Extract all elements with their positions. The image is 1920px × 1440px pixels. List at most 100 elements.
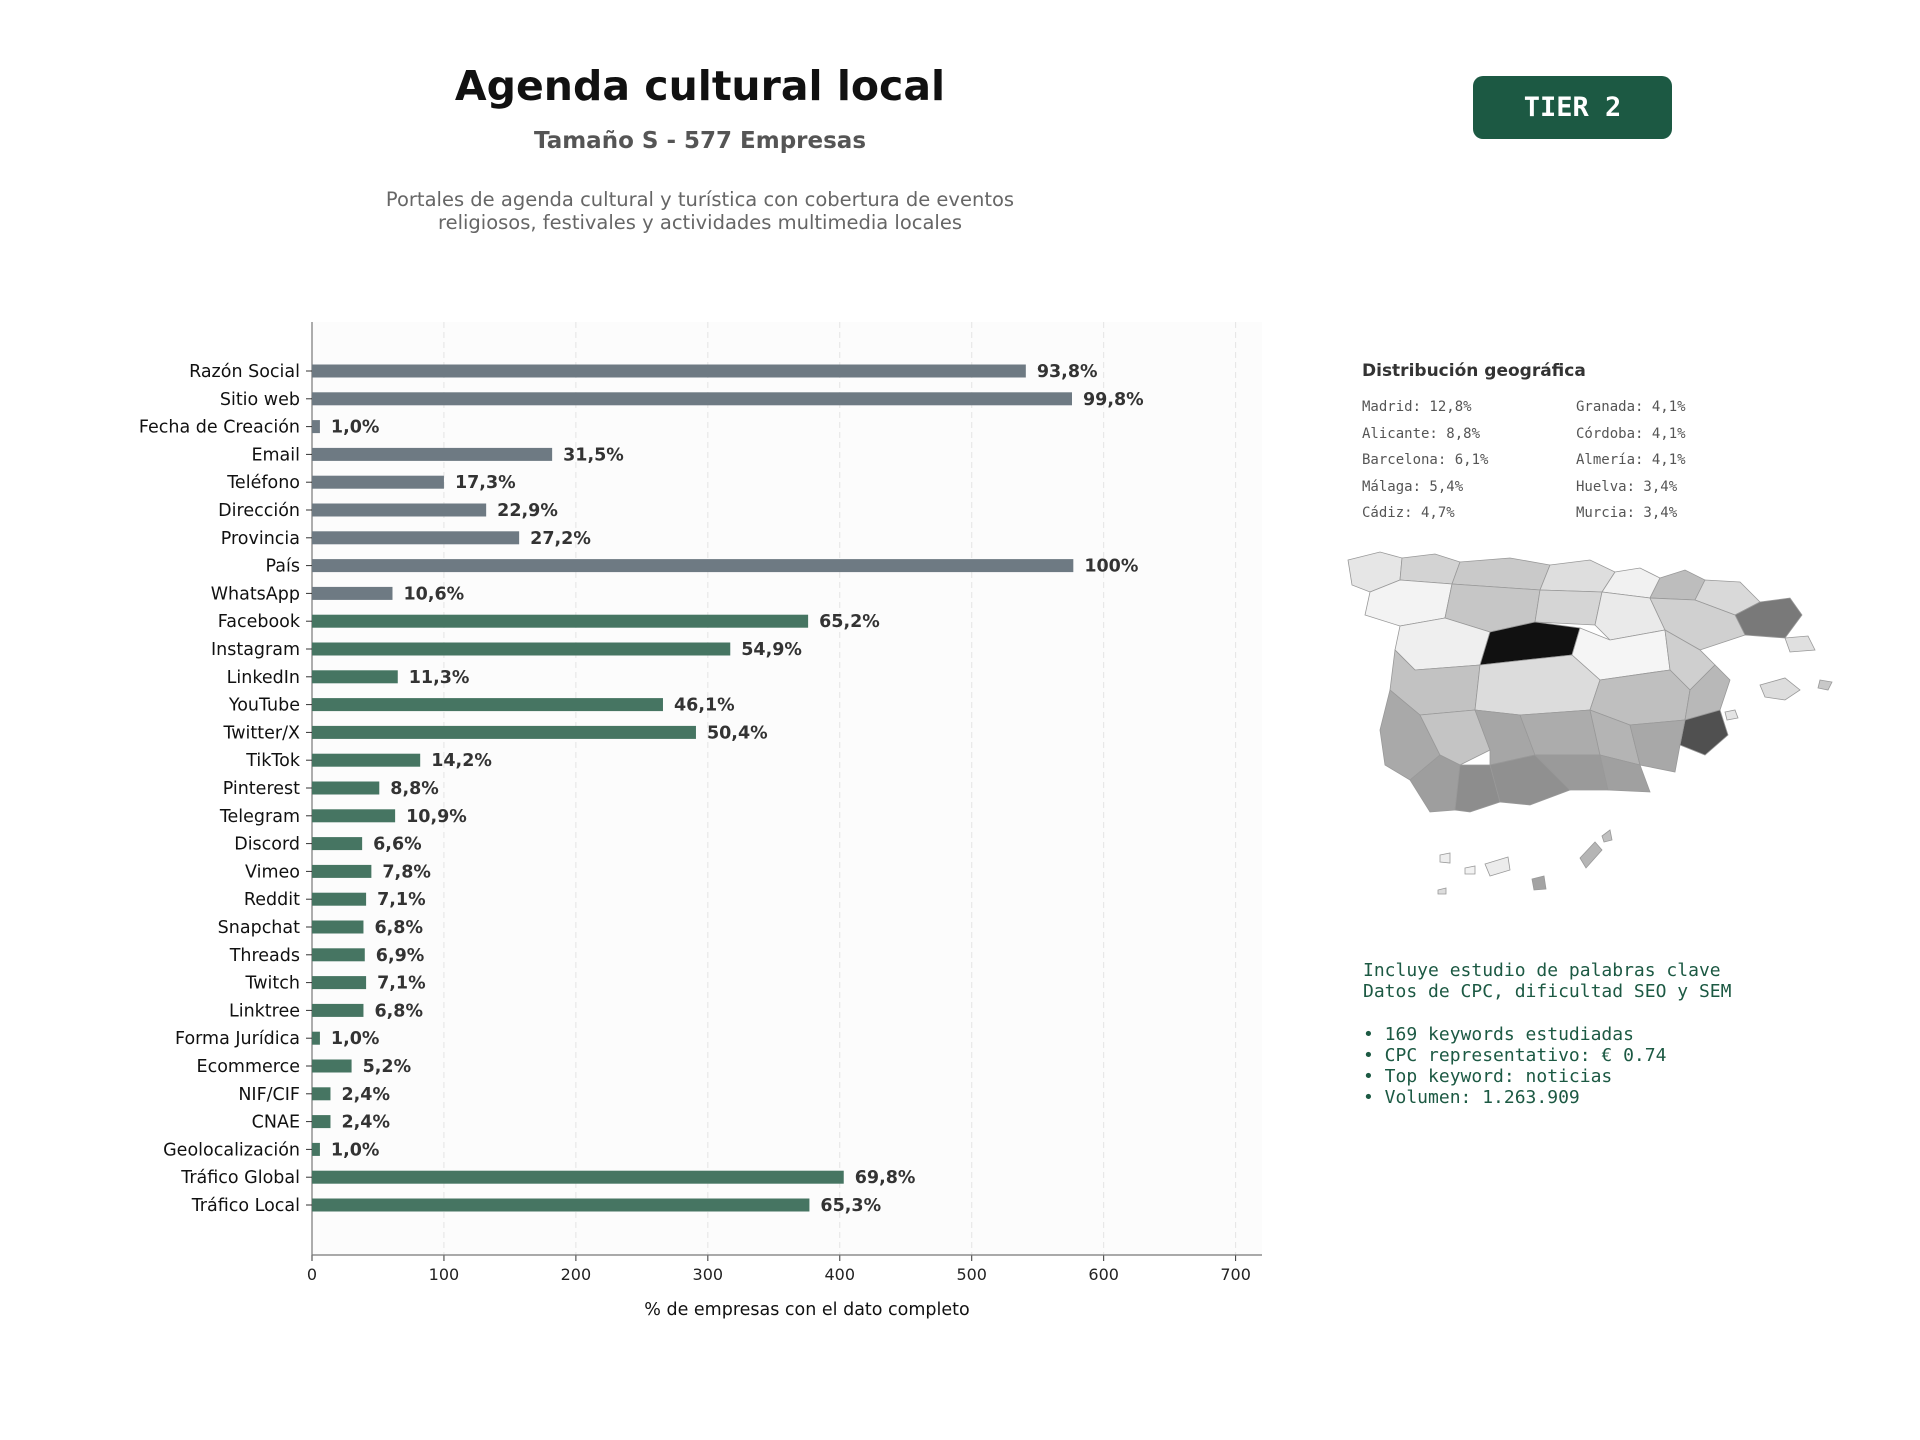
bar [312, 976, 367, 990]
data-label: 6,6% [373, 835, 422, 855]
category-label: Threads [229, 946, 300, 966]
bar [312, 1031, 320, 1045]
category-label: Dirección [218, 501, 300, 521]
x-tick-label: 400 [825, 1265, 856, 1284]
bar [312, 447, 553, 461]
bar [312, 1003, 364, 1017]
bar [312, 809, 396, 823]
data-label: 93,8% [1037, 362, 1098, 382]
map-region [1539, 559, 1616, 593]
geo-item: Cádiz: 4,7% [1362, 505, 1455, 521]
bar [312, 948, 365, 962]
geo-title: Distribución geográfica [1362, 361, 1586, 381]
bar [312, 920, 364, 934]
page-title: Agenda cultural local [454, 62, 946, 110]
data-label: 27,2% [530, 529, 591, 549]
bar [312, 420, 320, 434]
bar [312, 559, 1074, 573]
data-label: 6,8% [374, 918, 423, 938]
map-region [1484, 856, 1511, 877]
bar [312, 1198, 810, 1212]
data-label: 6,8% [374, 1001, 423, 1021]
bar [312, 1142, 320, 1156]
map-region [1454, 764, 1501, 813]
keywords-line: • CPC representativo: € 0.74 [1363, 1044, 1667, 1066]
geo-distribution-list: Madrid: 12,8% Granada: 4,1% Alicante: 8,… [1362, 398, 1742, 523]
bar [312, 531, 520, 545]
bar [312, 753, 421, 767]
category-label: Provincia [221, 529, 300, 549]
category-label: Instagram [211, 640, 300, 660]
data-label: 1,0% [331, 1029, 380, 1049]
data-label: 10,6% [403, 584, 464, 604]
map-region [1531, 875, 1547, 891]
category-label: TikTok [245, 751, 301, 771]
category-label: Fecha de Creación [139, 418, 300, 438]
category-label: Telegram [219, 807, 300, 827]
data-label: 17,3% [455, 473, 516, 493]
category-label: Vimeo [245, 862, 300, 882]
keywords-line: • Top keyword: noticias [1363, 1065, 1613, 1087]
bar [312, 1115, 331, 1129]
geo-item: Alicante: 8,8% [1362, 425, 1481, 442]
data-label: 50,4% [707, 723, 768, 743]
geo-item: Córdoba: 4,1% [1576, 425, 1686, 442]
category-label: País [266, 557, 300, 577]
category-label: YouTube [228, 696, 300, 716]
map-region [1817, 679, 1833, 691]
bar [312, 725, 696, 739]
page-description: Portales de agenda cultural y turística … [200, 188, 1200, 234]
map-region [1579, 841, 1603, 869]
keywords-line: Incluye estudio de palabras clave [1363, 960, 1721, 981]
map-region [1684, 664, 1731, 721]
data-label: 2,4% [341, 1085, 390, 1105]
category-label: WhatsApp [211, 584, 300, 604]
geo-item: Murcia: 3,4% [1576, 505, 1678, 521]
data-label: 65,3% [820, 1196, 881, 1216]
data-label: 22,9% [497, 501, 558, 521]
bar [312, 614, 809, 628]
bar [312, 698, 663, 712]
category-label: Tráfico Local [191, 1196, 300, 1216]
bar [312, 364, 1026, 378]
data-label: 54,9% [741, 640, 802, 660]
data-label: 10,9% [406, 807, 467, 827]
geo-item: Huelva: 3,4% [1576, 478, 1678, 495]
x-tick-label: 300 [693, 1265, 724, 1284]
map-region [1419, 709, 1491, 766]
geo-item: Almería: 4,1% [1576, 452, 1686, 468]
geo-item: Madrid: 12,8% [1362, 399, 1472, 415]
plot-area [312, 322, 1262, 1255]
data-label: 100% [1084, 557, 1138, 577]
map-region [1601, 829, 1613, 843]
map-region [1784, 635, 1816, 653]
category-label: Email [251, 445, 300, 465]
map-region [1649, 569, 1706, 601]
data-label: 14,2% [431, 751, 492, 771]
bar [312, 864, 372, 878]
x-axis-label: % de empresas con el dato completo [644, 1300, 969, 1320]
bar [312, 1059, 352, 1073]
category-label: Teléfono [226, 473, 300, 493]
data-label: 8,8% [390, 779, 439, 799]
description-line: religiosos, festivales y actividades mul… [438, 211, 962, 234]
category-label: Facebook [218, 612, 301, 632]
data-label: 7,8% [382, 862, 431, 882]
geo-item: Málaga: 5,4% [1362, 478, 1464, 495]
bar [312, 837, 363, 851]
data-label: 6,9% [376, 946, 425, 966]
category-label: Tráfico Global [180, 1168, 300, 1188]
map-region [1464, 865, 1476, 875]
tier-badge: TIER 2 [1473, 76, 1672, 139]
category-label: Twitter/X [222, 723, 300, 743]
data-label: 1,0% [331, 418, 380, 438]
x-tick-label: 100 [429, 1265, 460, 1284]
data-label: 1,0% [331, 1140, 380, 1160]
map-region [1759, 677, 1801, 701]
category-label: Snapchat [218, 918, 300, 938]
description-line: Portales de agenda cultural y turística … [385, 188, 1015, 211]
bar [312, 642, 731, 656]
map-region [1474, 654, 1601, 716]
category-label: CNAE [252, 1113, 300, 1133]
data-label: 65,2% [819, 612, 880, 632]
